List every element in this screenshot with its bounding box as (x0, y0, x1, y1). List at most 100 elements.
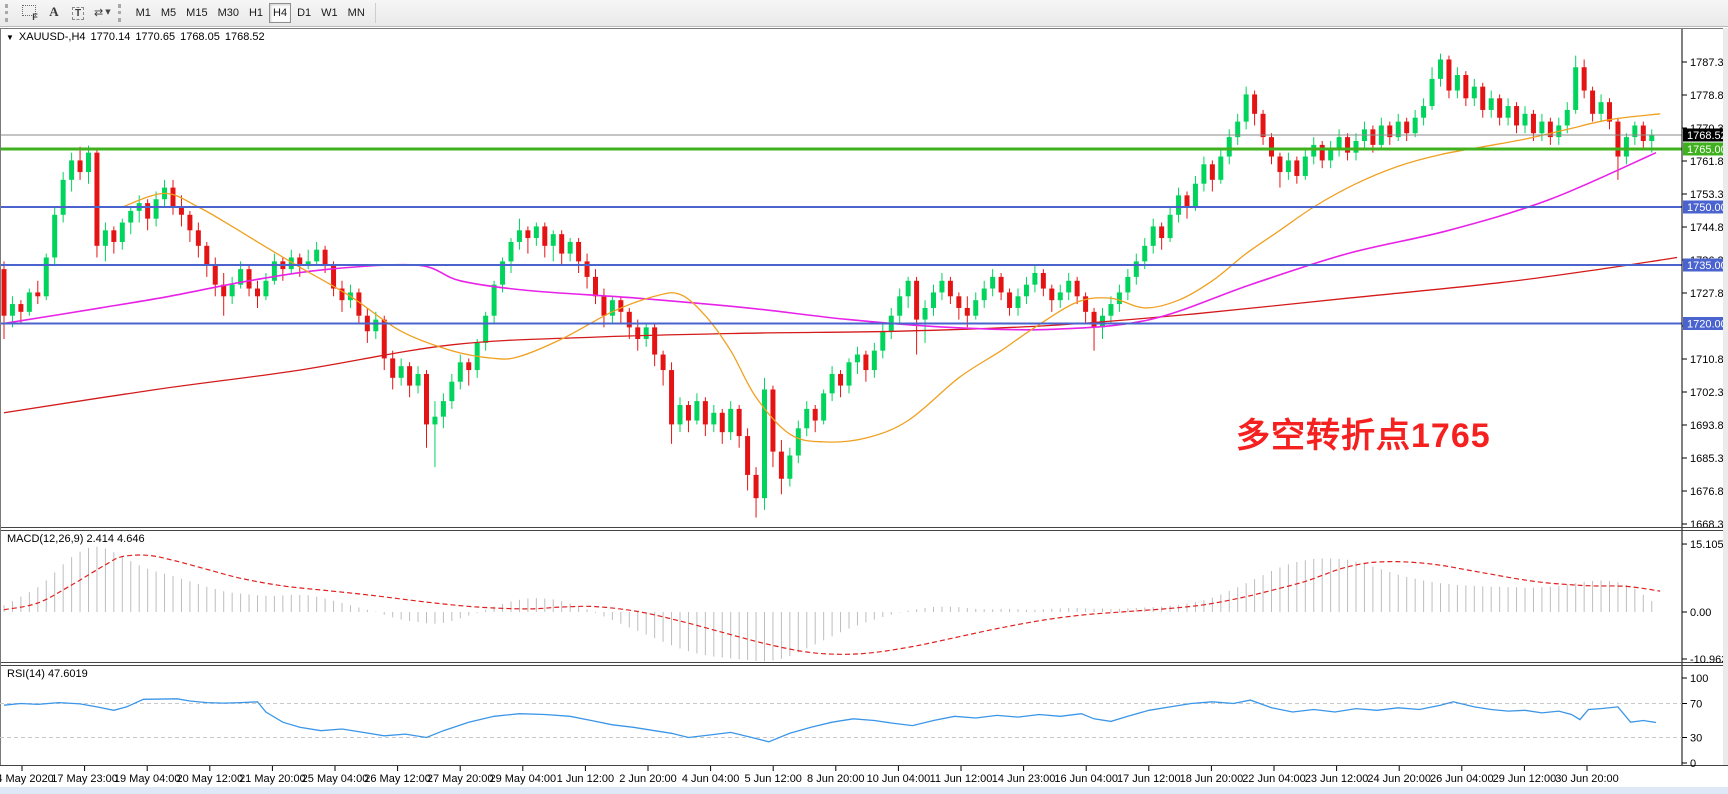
candle-body (914, 280, 920, 320)
timeframe-button-m1[interactable]: M1 (132, 3, 155, 23)
time-axis-label: 29 May 04:00 (489, 773, 556, 785)
candle-body (1116, 292, 1122, 305)
candle-body (111, 230, 117, 242)
candle-body (525, 230, 531, 239)
candle-body (736, 408, 742, 437)
timeframe-button-d1[interactable]: D1 (293, 3, 315, 23)
toolbar: F A T ⇄ ▼ M1 M5 M15 M30 H1 H4 D1 W1 MN (0, 0, 1728, 27)
candle-body (880, 331, 886, 351)
timeframe-button-m15[interactable]: M15 (182, 3, 211, 23)
candle-body (1623, 137, 1629, 157)
time-axis-label: 2 Jun 20:00 (619, 773, 677, 785)
candle-body (812, 408, 818, 421)
candle-body (550, 234, 556, 246)
candle-body (1412, 117, 1418, 134)
candle-body (567, 241, 573, 254)
candle-body (119, 222, 125, 242)
price-tick-label: 1693.85 (1690, 420, 1728, 432)
macd-signal-line (3, 554, 1661, 655)
level-price-badge (1683, 142, 1727, 156)
candle-body (1057, 292, 1063, 301)
time-axis-label: 17 May 23:00 (51, 773, 118, 785)
candle-body (466, 362, 472, 371)
candle-body (1471, 86, 1477, 99)
dropdown-caret-icon: ▼ (105, 7, 111, 16)
chart-annotation[interactable]: 多空转折点1765 (1236, 417, 1491, 455)
candle-body (271, 261, 277, 281)
candle-body (685, 405, 691, 421)
time-axis-label: 14 Jun 23:00 (992, 773, 1056, 785)
candle-body (26, 292, 32, 312)
candle-body (821, 393, 827, 421)
price-tick-label: 1685.35 (1690, 453, 1728, 465)
rsi-tick-label: 70 (1690, 699, 1702, 711)
toolbar-grip[interactable] (5, 4, 12, 22)
pattern-f-button[interactable]: F (18, 3, 42, 24)
candle-body (677, 405, 683, 425)
candle-body (1209, 164, 1215, 180)
timeframe-button-mn[interactable]: MN (344, 3, 369, 23)
rsi-panel[interactable]: 100 70 30 0 (0, 673, 1708, 770)
time-axis-label: 25 May 04:00 (302, 773, 369, 785)
macd-panel[interactable]: 15.105 0.00 -10.963 (3, 539, 1727, 666)
price-chart[interactable]: 1787.351778.851770.351761.851753.351744.… (0, 28, 1728, 794)
ohlc-low: 1768.05 (180, 31, 220, 43)
candle-body (1598, 102, 1604, 114)
time-axis-label: 24 Jun 20:00 (1367, 773, 1431, 785)
candle-body (702, 401, 708, 425)
candle-body (407, 366, 413, 386)
candle-body (1353, 141, 1359, 153)
timeframe-button-w1[interactable]: W1 (317, 3, 342, 23)
candle-body (94, 152, 100, 246)
text-label-button[interactable]: A (42, 3, 66, 24)
candle-body (1480, 86, 1486, 110)
rsi-indicator-label: RSI(14) 47.6019 (7, 668, 88, 680)
time-axis-label: 26 Jun 04:00 (1430, 773, 1494, 785)
text-box-button[interactable]: T (66, 3, 90, 24)
candle-body (964, 307, 970, 316)
candle-body (981, 288, 987, 301)
time-axis-label: 20 May 12:00 (176, 773, 243, 785)
timeframe-button-h4[interactable]: H4 (269, 3, 292, 23)
candle-body (9, 304, 15, 316)
toolbar-grip[interactable] (117, 4, 125, 22)
price-axis[interactable]: 1787.351778.851770.351761.851753.351744.… (1681, 28, 1728, 765)
candle-body (922, 307, 928, 320)
candle-body (18, 304, 24, 312)
candle-body (652, 327, 658, 355)
candle-body (1, 269, 7, 316)
candle-body (390, 358, 396, 378)
candle-body (1023, 284, 1029, 297)
candle-body (373, 319, 379, 332)
arrow-tools-button[interactable]: ⇄ ▼ (90, 3, 115, 24)
timeframe-button-h1[interactable]: H1 (245, 3, 267, 23)
candle-body (804, 408, 810, 429)
candle-body (1243, 94, 1249, 122)
current-price-badge (1683, 128, 1727, 142)
candle-body (1015, 296, 1021, 308)
time-axis-label: 14 May 2020 (0, 773, 54, 785)
candle-body (1446, 59, 1452, 91)
level-lines (0, 134, 1682, 325)
candle-body (398, 366, 404, 378)
right-edge-strip (1723, 28, 1728, 765)
candle-body (212, 265, 218, 285)
candle-body (1438, 59, 1443, 79)
candle-body (1336, 137, 1342, 149)
candle-body (1429, 78, 1435, 107)
time-axis-label: 4 Jun 04:00 (682, 773, 740, 785)
timeframe-button-m30[interactable]: M30 (214, 3, 243, 23)
rsi-line (3, 698, 1657, 743)
candle-body (1184, 195, 1190, 208)
macd-indicator-label: MACD(12,26,9) 2.414 4.646 (7, 533, 145, 545)
candle-body (1277, 156, 1283, 173)
candle-body (694, 401, 700, 421)
timeframe-button-m5[interactable]: M5 (157, 3, 180, 23)
symbol-dropdown-icon[interactable]: ▼ (6, 32, 14, 42)
candle-body (745, 436, 751, 475)
candle-body (516, 230, 522, 242)
candle-body (77, 160, 83, 173)
ohlc-close: 1768.52 (224, 31, 265, 43)
candle-body (1404, 121, 1410, 134)
